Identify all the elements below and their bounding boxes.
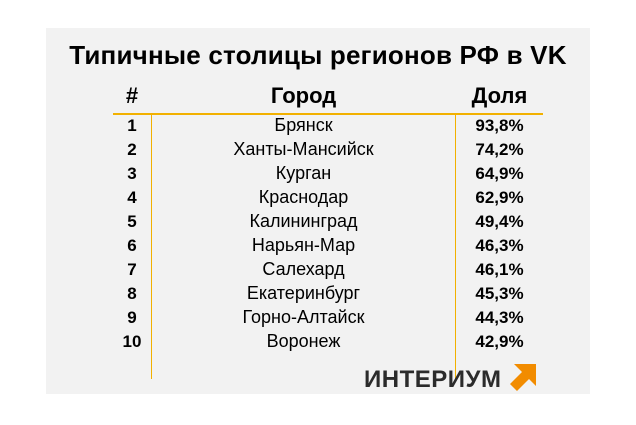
row-city: Нарьян-Мар bbox=[251, 235, 356, 255]
table-row: 4 Краснодар 62,9% bbox=[46, 187, 590, 211]
row-share: 64,9% bbox=[475, 164, 524, 183]
table-row: 9 Горно-Алтайск 44,3% bbox=[46, 307, 590, 331]
column-divider-right bbox=[455, 115, 456, 379]
table-row: 1 Брянск 93,8% bbox=[46, 115, 590, 139]
row-num: 2 bbox=[127, 140, 137, 159]
row-share: 46,1% bbox=[475, 260, 524, 279]
row-city: Екатеринбург bbox=[246, 283, 361, 303]
page-title: Типичные столицы регионов РФ в VK bbox=[69, 40, 567, 70]
header-divider bbox=[113, 113, 543, 115]
table-row: 10 Воронеж 42,9% bbox=[46, 331, 590, 355]
table-row: 2 Ханты-Мансийск 74,2% bbox=[46, 139, 590, 163]
row-share: 93,8% bbox=[475, 116, 524, 135]
row-num: 10 bbox=[122, 332, 142, 351]
row-city: Ханты-Мансийск bbox=[233, 139, 374, 159]
interium-logo: ИНТЕРИУМ bbox=[364, 364, 536, 393]
row-share: 42,9% bbox=[475, 332, 524, 351]
row-num: 1 bbox=[127, 116, 137, 135]
arrow-up-right-icon bbox=[510, 364, 536, 391]
header-num: # bbox=[125, 83, 139, 108]
table-header: # Город Доля bbox=[46, 83, 590, 113]
table-body: 1 Брянск 93,8% 2 Ханты-Мансийск 74,2% 3 … bbox=[46, 115, 590, 355]
row-city: Брянск bbox=[274, 115, 333, 135]
table-row: 8 Екатеринбург 45,3% bbox=[46, 283, 590, 307]
row-num: 8 bbox=[127, 284, 137, 303]
row-num: 7 bbox=[127, 260, 137, 279]
row-city: Салехард bbox=[262, 259, 345, 279]
row-share: 44,3% bbox=[475, 308, 524, 327]
row-num: 4 bbox=[127, 188, 137, 207]
row-share: 45,3% bbox=[475, 284, 524, 303]
infographic-panel: Типичные столицы регионов РФ в VK # Горо… bbox=[46, 28, 590, 394]
header-city: Город bbox=[270, 83, 337, 108]
row-city: Краснодар bbox=[258, 187, 349, 207]
row-num: 3 bbox=[127, 164, 137, 183]
row-city: Курган bbox=[275, 163, 332, 183]
table-row: 3 Курган 64,9% bbox=[46, 163, 590, 187]
table-row: 5 Калининград 49,4% bbox=[46, 211, 590, 235]
table-row: 7 Салехард 46,1% bbox=[46, 259, 590, 283]
table-row: 6 Нарьян-Мар 46,3% bbox=[46, 235, 590, 259]
row-city: Горно-Алтайск bbox=[242, 307, 365, 327]
row-num: 9 bbox=[127, 308, 137, 327]
row-num: 5 bbox=[127, 212, 137, 231]
header-share: Доля bbox=[471, 83, 528, 108]
logo-text: ИНТЕРИУМ bbox=[364, 366, 502, 393]
row-share: 46,3% bbox=[475, 236, 524, 255]
row-num: 6 bbox=[127, 236, 137, 255]
column-divider-left bbox=[151, 115, 152, 379]
row-city: Воронеж bbox=[266, 331, 341, 351]
row-city: Калининград bbox=[249, 211, 358, 231]
row-share: 49,4% bbox=[475, 212, 524, 231]
row-share: 62,9% bbox=[475, 188, 524, 207]
row-share: 74,2% bbox=[475, 140, 524, 159]
